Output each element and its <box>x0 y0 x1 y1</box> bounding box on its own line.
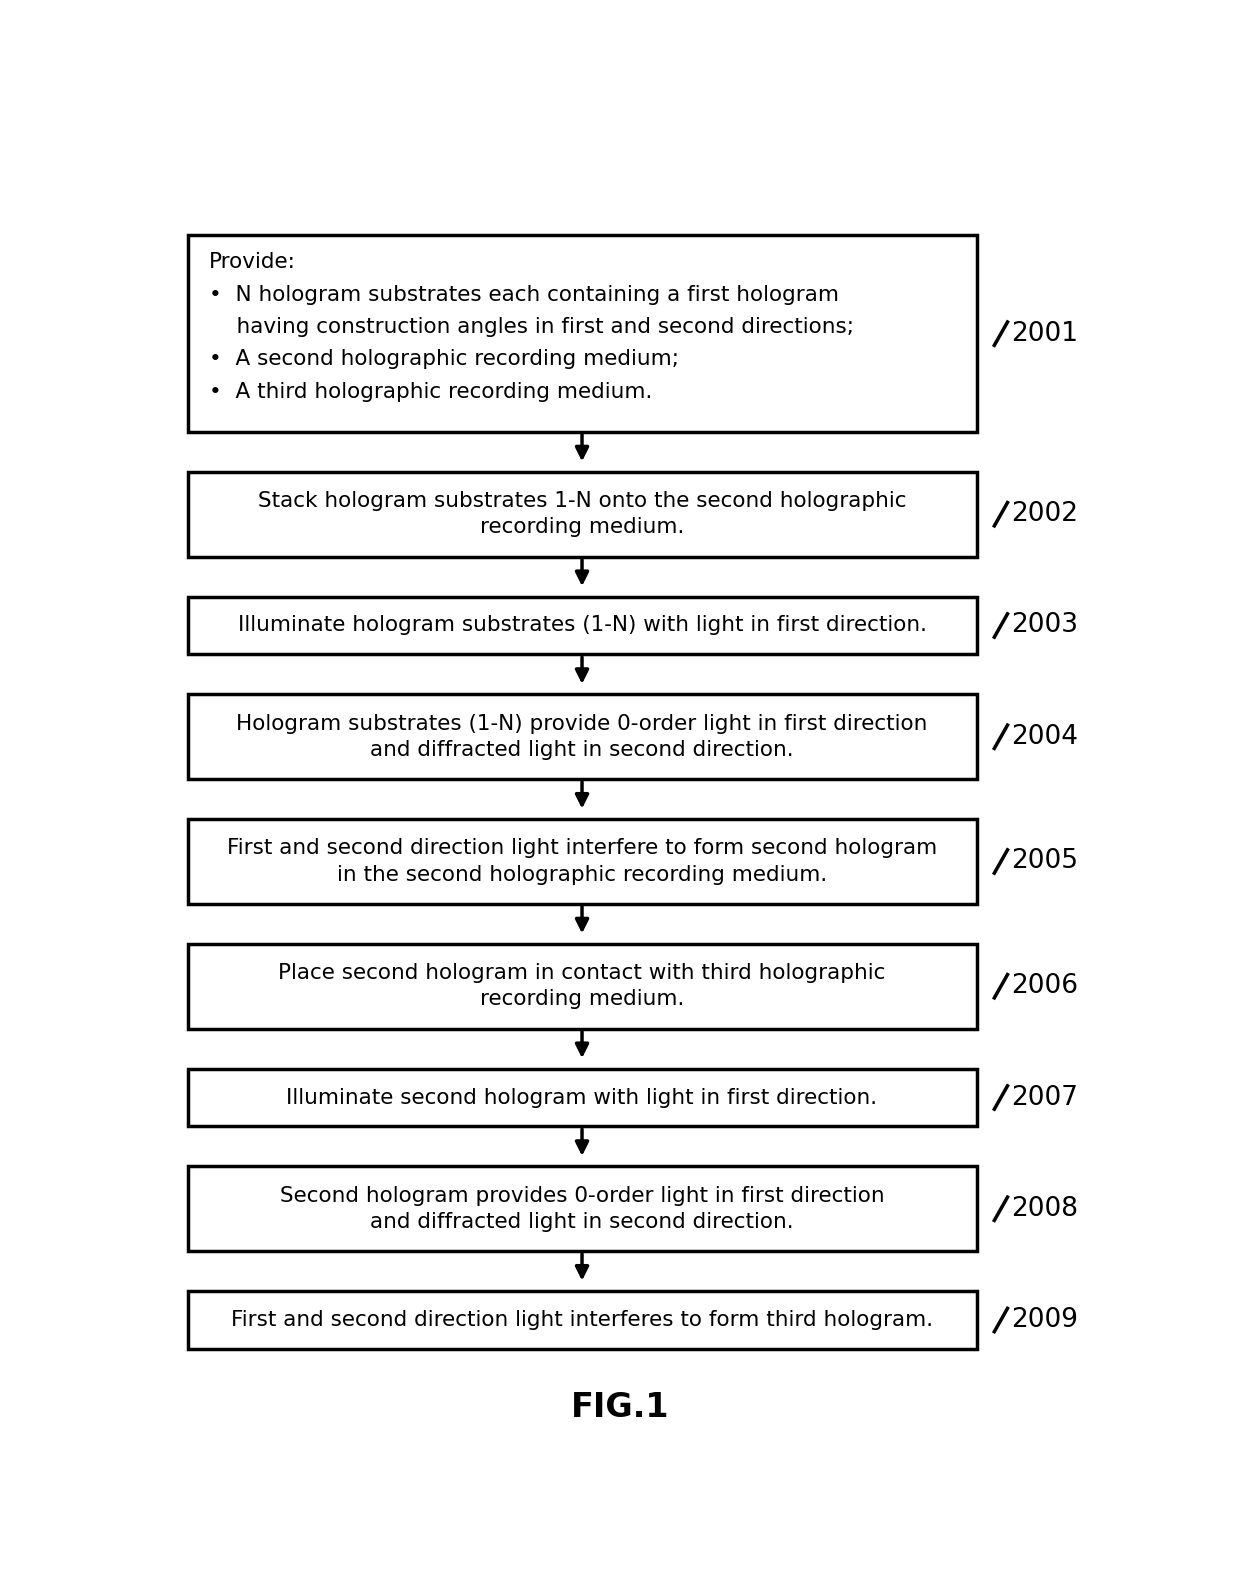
Bar <box>187 471 977 556</box>
Text: 2005: 2005 <box>1012 848 1079 875</box>
Bar <box>187 818 977 903</box>
Bar <box>187 1291 977 1349</box>
Bar <box>187 1068 977 1126</box>
Text: Second hologram provides 0-order light in first direction
and diffracted light i: Second hologram provides 0-order light i… <box>280 1186 884 1232</box>
Text: 2008: 2008 <box>1012 1196 1079 1222</box>
Text: 2002: 2002 <box>1012 501 1079 528</box>
Text: 2007: 2007 <box>1012 1084 1079 1111</box>
Text: Hologram substrates (1-N) provide 0-order light in first direction
and diffracte: Hologram substrates (1-N) provide 0-orde… <box>237 713 928 760</box>
Text: 2006: 2006 <box>1012 974 1079 999</box>
Text: •  N hologram substrates each containing a first hologram: • N hologram substrates each containing … <box>210 284 839 305</box>
Text: having construction angles in first and second directions;: having construction angles in first and … <box>210 317 854 338</box>
Text: Illuminate second hologram with light in first direction.: Illuminate second hologram with light in… <box>286 1087 878 1108</box>
Bar <box>187 694 977 779</box>
Bar <box>187 597 977 655</box>
Text: 2003: 2003 <box>1012 613 1079 638</box>
Text: 2004: 2004 <box>1012 724 1079 749</box>
Text: Stack hologram substrates 1-N onto the second holographic
recording medium.: Stack hologram substrates 1-N onto the s… <box>258 492 906 537</box>
Text: Provide:: Provide: <box>210 253 296 272</box>
Bar <box>187 944 977 1029</box>
Text: 2001: 2001 <box>1012 320 1079 347</box>
Text: 2009: 2009 <box>1012 1307 1079 1334</box>
Text: •  A second holographic recording medium;: • A second holographic recording medium; <box>210 349 680 369</box>
Text: First and second direction light interfere to form second hologram
in the second: First and second direction light interfe… <box>227 839 937 884</box>
Text: First and second direction light interferes to form third hologram.: First and second direction light interfe… <box>231 1310 932 1331</box>
Bar <box>187 236 977 432</box>
Text: FIG.1: FIG.1 <box>570 1392 670 1425</box>
Text: Illuminate hologram substrates (1-N) with light in first direction.: Illuminate hologram substrates (1-N) wit… <box>238 616 926 636</box>
Text: •  A third holographic recording medium.: • A third holographic recording medium. <box>210 382 652 402</box>
Text: Place second hologram in contact with third holographic
recording medium.: Place second hologram in contact with th… <box>278 963 885 1010</box>
Bar <box>187 1166 977 1251</box>
